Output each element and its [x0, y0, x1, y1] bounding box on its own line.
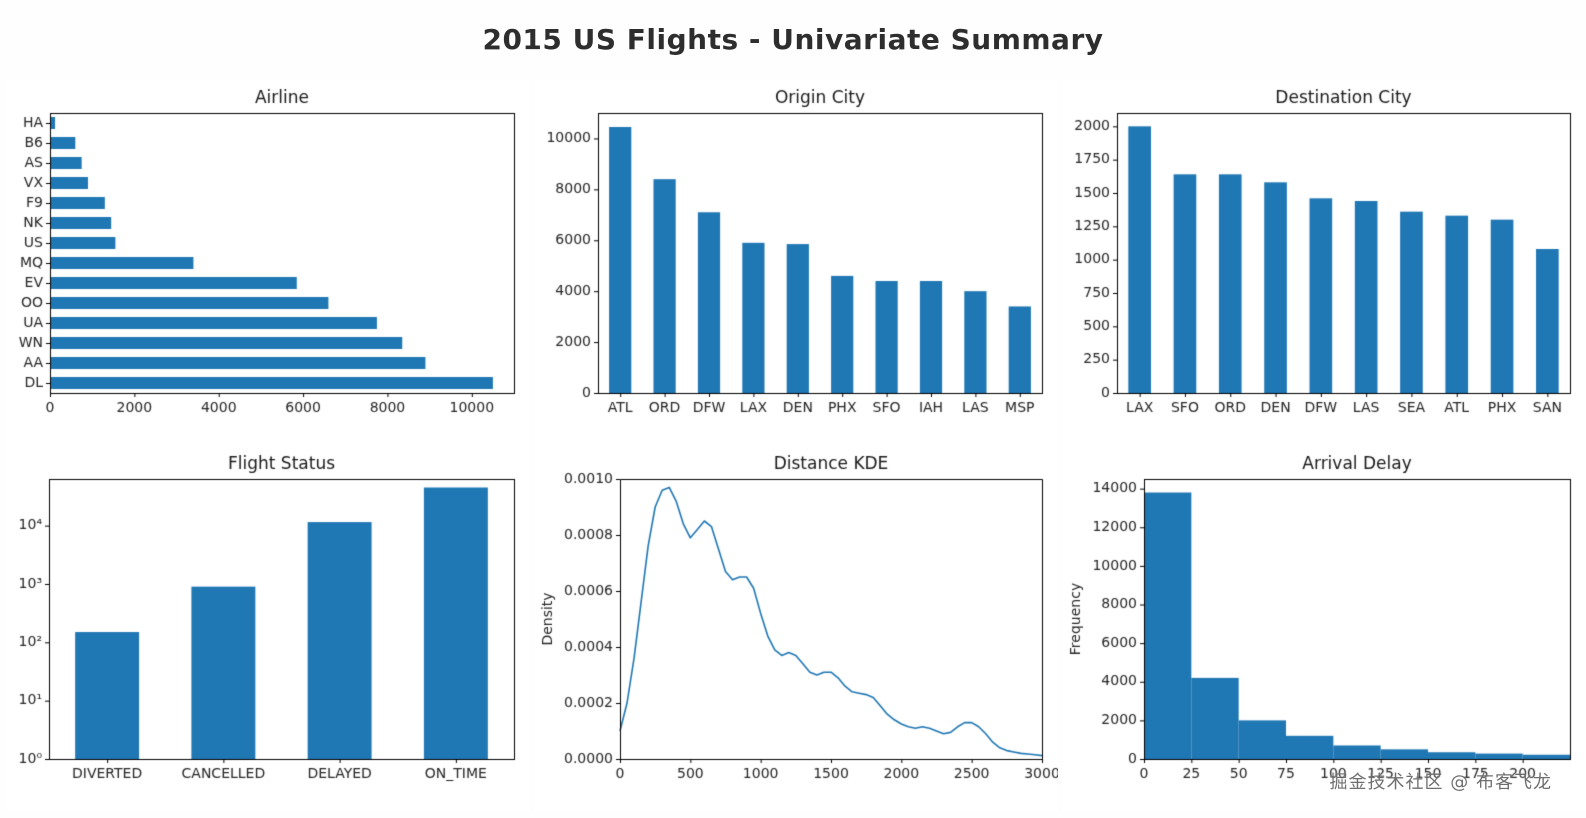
charts-grid — [0, 79, 1586, 811]
flight-status-bar-chart — [6, 445, 530, 811]
destination-city-bar-chart — [1062, 79, 1586, 445]
airline-bar-chart — [6, 79, 530, 445]
origin-city-bar-chart — [534, 79, 1058, 445]
figure-title: 2015 US Flights - Univariate Summary — [482, 23, 1104, 56]
arrival-delay-histogram — [1062, 445, 1586, 811]
distance-kde-chart — [534, 445, 1058, 811]
